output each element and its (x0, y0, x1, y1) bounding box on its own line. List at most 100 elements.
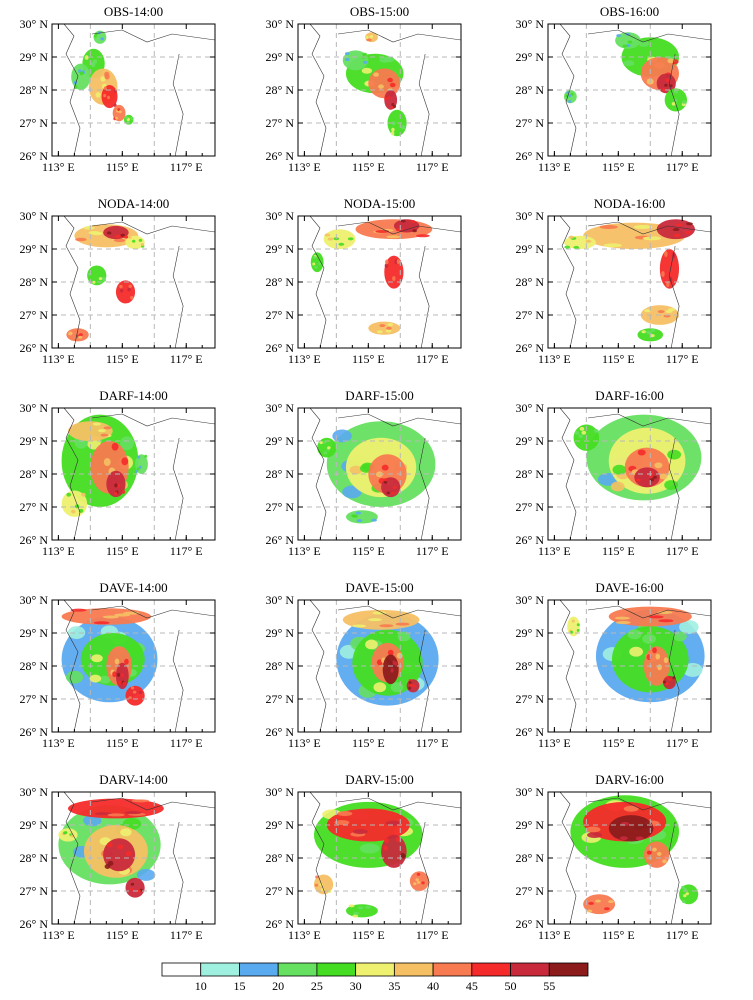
echo-speckle (683, 894, 687, 898)
y-tick-label: 29° N (266, 434, 295, 448)
y-tick-label: 28° N (516, 851, 545, 865)
echo-cell (58, 828, 78, 842)
echo-speckle (393, 485, 397, 489)
echo-speckle (637, 449, 646, 456)
echo-speckle (120, 436, 134, 451)
y-tick-label: 28° N (516, 467, 545, 481)
echo-speckle (95, 92, 101, 98)
y-tick-label: 26° N (266, 341, 295, 355)
echo-speckle (130, 116, 134, 120)
x-tick-label: 115° E (106, 736, 139, 750)
boundary-line-west (309, 792, 327, 924)
colorbar-swatch (239, 962, 279, 977)
y-tick-label: 26° N (516, 725, 545, 739)
echo-speckle (114, 491, 118, 496)
y-tick-label: 30° N (266, 401, 295, 415)
echo-speckle (119, 288, 124, 293)
echo-speckle (381, 464, 389, 471)
y-tick-label: 27° N (20, 308, 49, 322)
echo-speckle (642, 236, 662, 241)
echo-speckle (386, 491, 390, 495)
echo-speckle (612, 464, 627, 475)
y-tick-label: 26° N (20, 149, 49, 163)
echo-speckle (120, 673, 124, 678)
echo-speckle (114, 483, 118, 488)
echo-speckle (75, 237, 87, 242)
boundary-line-west (309, 24, 327, 156)
y-tick-label: 30° N (516, 17, 545, 31)
y-tick-label: 28° N (516, 275, 545, 289)
panel-title: DARV-14:00 (99, 772, 168, 787)
y-tick-label: 29° N (516, 818, 545, 832)
echo-cell (313, 874, 334, 895)
echo-speckle (92, 280, 96, 284)
echo-speckle (672, 228, 680, 232)
y-tick-label: 29° N (20, 818, 49, 832)
x-tick-label: 117° E (666, 352, 699, 366)
echo-speckle (673, 233, 681, 237)
echo-speckle (588, 901, 595, 905)
echo-speckle (88, 231, 101, 235)
echo-speckle (636, 478, 641, 482)
echo-speckle (87, 272, 92, 276)
y-tick-label: 27° N (516, 884, 545, 898)
x-tick-label: 117° E (170, 544, 203, 558)
boundary-line-east (418, 245, 430, 348)
y-tick-label: 30° N (516, 209, 545, 223)
echo-speckle (389, 82, 396, 88)
y-tick-label: 29° N (516, 434, 545, 448)
echo-speckle (646, 850, 652, 855)
echo-speckle (121, 457, 129, 466)
echo-speckle (650, 334, 655, 338)
echo-speckle (652, 475, 657, 479)
y-tick-label: 26° N (516, 149, 545, 163)
echo-speckle (387, 77, 393, 83)
echo-speckle (574, 430, 580, 435)
echo-speckle (581, 430, 587, 435)
boundary-line-east (172, 629, 184, 732)
echo-speckle (103, 458, 111, 467)
echo-speckle (138, 238, 143, 242)
echo-speckle (352, 914, 359, 918)
echo-speckle (140, 243, 145, 247)
y-tick-label: 28° N (516, 659, 545, 673)
echo-speckle (681, 885, 685, 889)
boundary-line-east (418, 821, 430, 924)
echo-speckle (668, 308, 676, 312)
panel-title: DARV-16:00 (595, 772, 664, 787)
echo-speckle (626, 43, 631, 47)
echo-speckle (92, 422, 101, 426)
colorbar-swatch (277, 962, 318, 977)
colorbar-swatch (432, 962, 473, 977)
x-tick-label: 113° E (42, 928, 75, 942)
echo-speckle (392, 121, 396, 126)
echo-speckle (408, 681, 412, 685)
echo-speckle (657, 664, 662, 671)
panel-title: DARF-15:00 (345, 388, 414, 403)
echo-speckle (103, 93, 107, 98)
y-tick-label: 29° N (266, 242, 295, 256)
echo-speckle (615, 621, 631, 625)
boundary-line-east (668, 821, 680, 924)
echo-speckle (137, 889, 141, 893)
echo-cell (323, 229, 356, 250)
echo-speckle (391, 491, 395, 495)
echo-speckle (391, 127, 395, 132)
boundary-line-west (63, 24, 81, 156)
boundary-line-west (63, 216, 81, 348)
boundary-line-north (337, 413, 461, 427)
echo-speckle (78, 333, 83, 337)
echo-speckle (654, 462, 663, 469)
reflectivity-field (559, 792, 711, 924)
x-tick-label: 115° E (602, 736, 635, 750)
echo-speckle (384, 56, 395, 63)
echo-speckle (93, 621, 110, 625)
echo-speckle (89, 674, 102, 683)
echo-speckle (345, 58, 350, 62)
echo-speckle (401, 853, 406, 859)
echo-speckle (641, 330, 646, 334)
echo-speckle (70, 509, 76, 514)
echo-speckle (383, 480, 388, 484)
echo-speckle (122, 681, 126, 686)
echo-speckle (104, 74, 110, 80)
